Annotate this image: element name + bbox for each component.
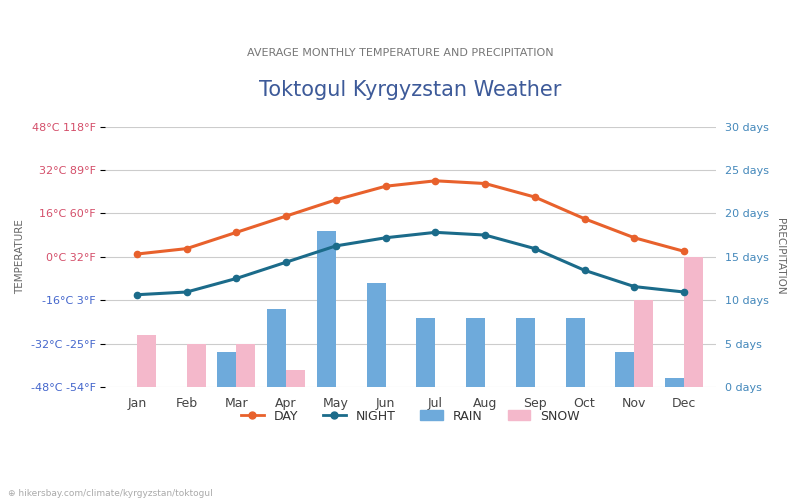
Y-axis label: PRECIPITATION: PRECIPITATION	[775, 218, 785, 295]
Bar	[137, 335, 156, 387]
Bar	[615, 352, 634, 387]
Legend: DAY, NIGHT, RAIN, SNOW: DAY, NIGHT, RAIN, SNOW	[236, 404, 585, 427]
Bar	[665, 378, 684, 387]
Bar	[317, 230, 336, 387]
Title: Toktogul Kyrgyzstan Weather: Toktogul Kyrgyzstan Weather	[259, 80, 562, 100]
Bar	[566, 318, 585, 387]
Bar	[218, 352, 237, 387]
Bar	[366, 283, 386, 387]
Bar	[267, 309, 286, 387]
Bar	[286, 370, 305, 387]
Bar	[634, 300, 654, 387]
Bar	[516, 318, 535, 387]
Bar	[186, 344, 206, 387]
Y-axis label: TEMPERATURE: TEMPERATURE	[15, 220, 25, 294]
Text: ⊕ hikersbay.com/climate/kyrgyzstan/toktogul: ⊕ hikersbay.com/climate/kyrgyzstan/tokto…	[8, 488, 213, 498]
Bar	[684, 257, 703, 387]
Bar	[466, 318, 485, 387]
Bar	[237, 344, 255, 387]
Text: AVERAGE MONTHLY TEMPERATURE AND PRECIPITATION: AVERAGE MONTHLY TEMPERATURE AND PRECIPIT…	[246, 48, 554, 58]
Bar	[417, 318, 435, 387]
